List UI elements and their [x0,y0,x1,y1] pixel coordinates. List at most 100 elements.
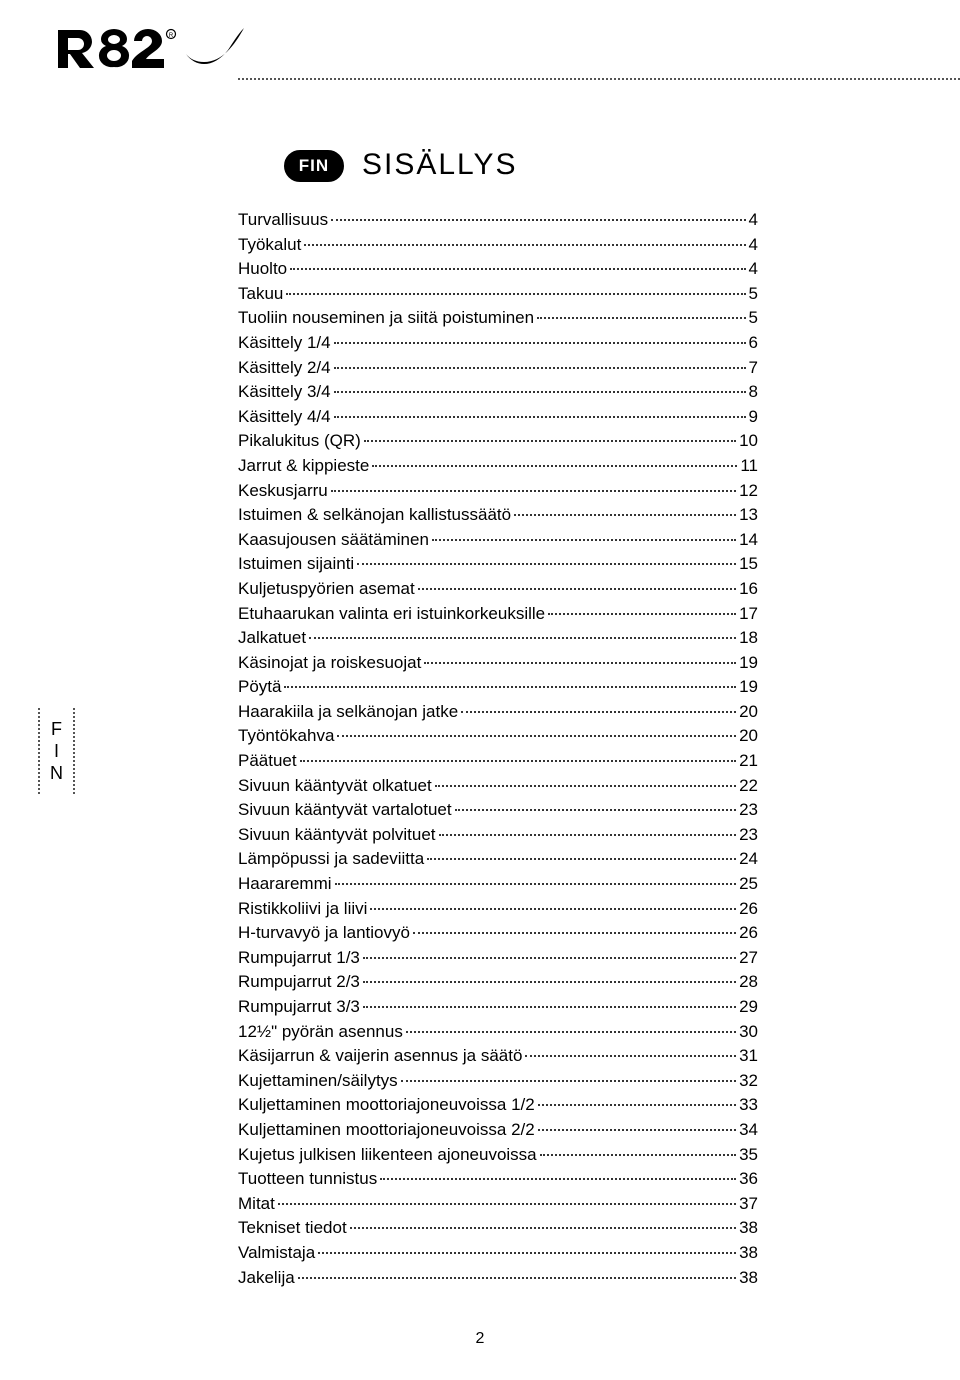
toc-row: Etuhaarukan valinta eri istuinkorkeuksil… [238,602,758,627]
toc-label: Haararemmi [238,872,332,897]
toc-row: Työntökahva 20 [238,724,758,749]
toc-label: Käsijarrun & vaijerin asennus ja säätö [238,1044,522,1069]
side-tab-letter: N [50,762,63,784]
toc-leader-dots [432,539,736,541]
toc-page-number: 27 [739,946,758,971]
toc-row: Tuoliin nouseminen ja siitä poistuminen5 [238,306,758,331]
header-divider [238,78,960,80]
toc-page-number: 5 [749,282,758,307]
toc-page-number: 25 [739,872,758,897]
side-language-tab: F I N [38,708,75,794]
toc-page-number: 21 [739,749,758,774]
toc-row: Haarakiila ja selkänojan jatke20 [238,700,758,725]
toc-page-number: 18 [739,626,758,651]
toc-leader-dots [290,268,745,270]
toc-page-number: 23 [739,823,758,848]
toc-page-number: 6 [749,331,758,356]
side-tab-letter: F [51,718,62,740]
toc-page-number: 23 [739,798,758,823]
toc-label: Käsittely 2/4 [238,356,331,381]
toc-leader-dots [334,367,746,369]
toc-page-number: 29 [739,995,758,1020]
toc-leader-dots [357,563,736,565]
svg-text:R: R [169,33,174,39]
toc-leader-dots [350,1227,736,1229]
toc-page-number: 26 [739,921,758,946]
toc-page-number: 11 [740,454,758,479]
toc-label: Tuotteen tunnistus [238,1167,377,1192]
toc-label: Keskusjarru [238,479,328,504]
toc-label: Rumpujarrut 2/3 [238,970,360,995]
toc-leader-dots [309,637,736,639]
toc-page-number: 32 [739,1069,758,1094]
toc-page-number: 4 [749,257,758,282]
toc-page-number: 36 [739,1167,758,1192]
toc-leader-dots [364,440,736,442]
toc-leader-dots [380,1178,736,1180]
language-badge-label: FIN [299,156,329,176]
toc-row: Jakelija38 [238,1266,758,1291]
toc-leader-dots [318,1252,736,1254]
toc-label: Käsinojat ja roiskesuojat [238,651,421,676]
toc-leader-dots [413,932,736,934]
toc-label: Kuljettaminen moottoriajoneuvoissa 2/2 [238,1118,535,1143]
toc-label: Mitat [238,1192,275,1217]
toc-row: Rumpujarrut 3/329 [238,995,758,1020]
toc-label: Työkalut [238,233,301,258]
toc-leader-dots [537,317,745,319]
toc-label: Päätuet [238,749,297,774]
toc-row: Päätuet 21 [238,749,758,774]
toc-label: Istuimen sijainti [238,552,354,577]
toc-leader-dots [304,244,745,246]
side-tab-letter: I [54,740,59,762]
toc-page-number: 22 [739,774,758,799]
toc-label: Lämpöpussi ja sadeviitta [238,847,424,872]
toc-label: Kuljettaminen moottoriajoneuvoissa 1/2 [238,1093,535,1118]
toc-leader-dots [548,613,736,615]
toc-leader-dots [331,219,745,221]
toc-row: Mitat37 [238,1192,758,1217]
toc-label: Pikalukitus (QR) [238,429,361,454]
toc-leader-dots [363,1006,736,1008]
toc-row: Käsijarrun & vaijerin asennus ja säätö 31 [238,1044,758,1069]
toc-page-number: 34 [739,1118,758,1143]
toc-row: Rumpujarrut 2/3 28 [238,970,758,995]
toc-label: Työntökahva [238,724,334,749]
toc-label: Käsittely 1/4 [238,331,331,356]
toc-leader-dots [525,1055,736,1057]
toc-row: Työkalut 4 [238,233,758,258]
toc-page-number: 24 [739,847,758,872]
toc-label: Käsittely 4/4 [238,405,331,430]
toc-leader-dots [455,809,737,811]
toc-leader-dots [300,760,736,762]
toc-leader-dots [286,293,745,295]
toc-leader-dots [538,1129,736,1131]
toc-row: Kuljettaminen moottoriajoneuvoissa 2/2 34 [238,1118,758,1143]
toc-label: 12½" pyörän asennus [238,1020,403,1045]
toc-label: Jarrut & kippieste [238,454,369,479]
toc-row: Lämpöpussi ja sadeviitta 24 [238,847,758,872]
toc-row: Haararemmi 25 [238,872,758,897]
brand-logo: R [56,24,246,79]
toc-row: H-turvavyö ja lantiovyö 26 [238,921,758,946]
toc-page-number: 4 [749,233,758,258]
toc-page-number: 33 [739,1093,758,1118]
toc-page-number: 10 [739,429,758,454]
toc-row: Huolto4 [238,257,758,282]
toc-row: Sivuun kääntyvät olkatuet 22 [238,774,758,799]
toc-page-number: 30 [739,1020,758,1045]
toc-page-number: 20 [739,724,758,749]
toc-page-number: 31 [739,1044,758,1069]
toc-page-number: 13 [739,503,758,528]
toc-leader-dots [278,1203,736,1205]
toc-label: Sivuun kääntyvät olkatuet [238,774,432,799]
toc-label: Sivuun kääntyvät vartalotuet [238,798,452,823]
toc-leader-dots [298,1277,736,1279]
toc-page-number: 26 [739,897,758,922]
toc-row: Turvallisuus4 [238,208,758,233]
toc-row: Sivuun kääntyvät vartalotuet 23 [238,798,758,823]
toc-leader-dots [435,785,736,787]
toc-label: H-turvavyö ja lantiovyö [238,921,410,946]
toc-page-number: 28 [739,970,758,995]
toc-page-number: 38 [739,1216,758,1241]
